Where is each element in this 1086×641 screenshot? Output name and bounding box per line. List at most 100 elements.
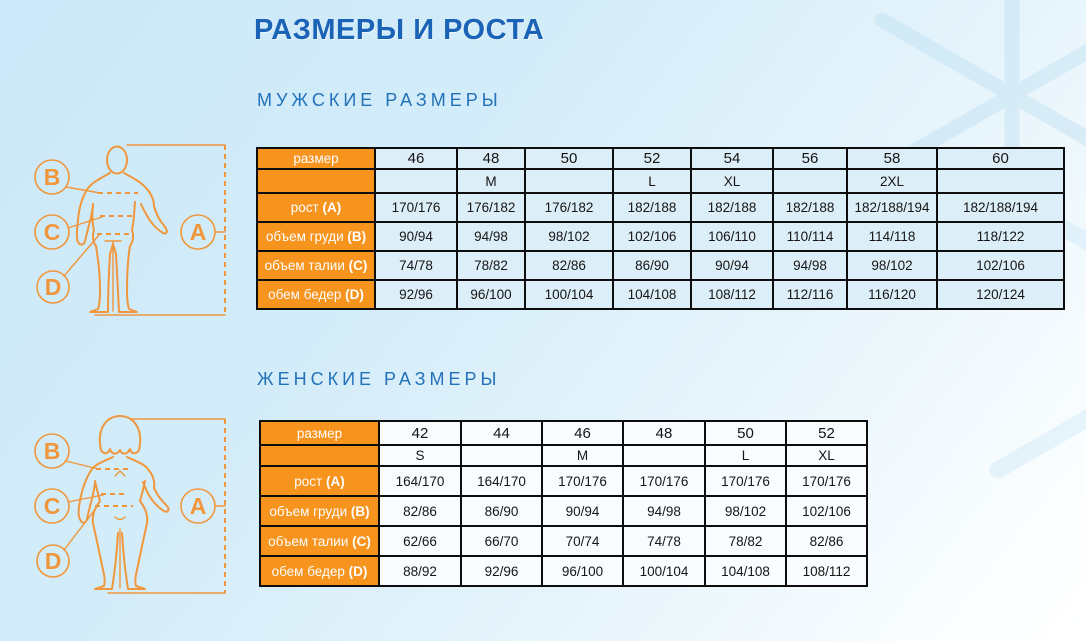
measure-value-cell: 112/116	[772, 279, 848, 310]
measure-value-cell: 170/176	[374, 192, 458, 223]
letter-size-cell: S	[378, 444, 462, 467]
measure-value-cell: 98/102	[524, 221, 614, 252]
waist-letter: C	[44, 493, 61, 519]
measure-value-cell: 182/188	[690, 192, 774, 223]
size-value-cell: 50	[704, 420, 787, 446]
letter-size-cell	[936, 168, 1065, 194]
chest-label-circle	[34, 159, 70, 195]
measure-value-cell: 90/94	[374, 221, 458, 252]
size-value-cell: 46	[541, 420, 624, 446]
measure-value-cell: 94/98	[622, 495, 706, 527]
female-left-torso-leg-outline	[91, 480, 119, 590]
measure-value-cell: 182/188/194	[846, 192, 938, 223]
female-hip-curve	[114, 516, 126, 521]
measure-value-cell: 82/86	[524, 250, 614, 281]
height-label-circle	[180, 488, 216, 524]
measure-value-cell: 116/120	[846, 279, 938, 310]
hip-letter: D	[45, 274, 62, 300]
measure-label-cell: рост (A)	[259, 465, 380, 497]
measure-value-cell: 62/66	[378, 525, 462, 557]
measure-value-cell: 182/188	[772, 192, 848, 223]
letter-size-cell	[622, 444, 706, 467]
measure-value-cell: 74/78	[622, 525, 706, 557]
men-section-heading: МУЖСКИЕ РАЗМЕРЫ	[257, 90, 502, 110]
measure-value-cell: 170/176	[622, 465, 706, 497]
women-size-table: размер 42 44 46 48 50 52 S M L XL рост (A) 164/170 16…	[259, 420, 868, 587]
size-value-cell: 50	[524, 147, 614, 170]
size-value-cell: 44	[460, 420, 543, 446]
measure-value-cell: 96/100	[456, 279, 526, 310]
measure-value-cell: 78/82	[704, 525, 787, 557]
measure-value-cell: 102/106	[936, 250, 1065, 281]
men-body-measurement-diagram: B C D A	[34, 144, 226, 316]
size-value-cell: 42	[378, 420, 462, 446]
letter-size-cell: XL	[690, 168, 774, 194]
letter-size-cell	[460, 444, 543, 467]
size-value-cell: 54	[690, 147, 774, 170]
measure-label-cell: объем талии (C)	[259, 525, 380, 557]
measure-value-cell: 108/112	[785, 555, 868, 587]
chest-letter: B	[44, 438, 61, 464]
chest-letter: B	[44, 164, 61, 190]
measure-label-cell: обем бедер (D)	[256, 279, 376, 310]
measure-value-cell: 90/94	[690, 250, 774, 281]
measure-value-cell: 176/182	[524, 192, 614, 223]
snowflake-icon	[989, 181, 1086, 479]
letter-size-cell: L	[704, 444, 787, 467]
size-value-cell: 52	[612, 147, 692, 170]
male-left-torso-leg-outline	[89, 203, 114, 313]
size-row-label: размер	[256, 147, 376, 170]
measure-value-cell: 182/188	[612, 192, 692, 223]
hip-label-circle	[36, 544, 70, 578]
measure-value-cell: 98/102	[846, 250, 938, 281]
female-right-torso-leg-outline	[121, 480, 149, 590]
measure-label-cell: объем талии (C)	[256, 250, 376, 281]
female-left-arm-outline	[77, 456, 114, 524]
measure-label-cell: рост (A)	[256, 192, 376, 223]
measure-value-cell: 114/118	[846, 221, 938, 252]
measure-value-cell: 94/98	[772, 250, 848, 281]
measure-label-cell: обем бедер (D)	[259, 555, 380, 587]
height-letter: A	[190, 493, 207, 519]
letter-size-cell: L	[612, 168, 692, 194]
measure-value-cell: 86/90	[460, 495, 543, 527]
chest-label-connector	[65, 186, 101, 194]
size-value-cell: 56	[772, 147, 848, 170]
measure-label-cell: объем груди (B)	[256, 221, 376, 252]
measure-value-cell: 104/108	[612, 279, 692, 310]
hip-label-connector	[63, 506, 98, 551]
letter-size-cell: 2XL	[846, 168, 938, 194]
letter-size-cell: M	[456, 168, 526, 194]
measure-value-cell: 170/176	[704, 465, 787, 497]
measure-value-cell: 98/102	[704, 495, 787, 527]
measure-value-cell: 96/100	[541, 555, 624, 587]
chest-label-circle	[34, 433, 70, 469]
letter-size-cell	[524, 168, 614, 194]
size-value-cell: 48	[622, 420, 706, 446]
waist-label-circle	[34, 488, 70, 524]
measure-value-cell: 88/92	[378, 555, 462, 587]
women-section-heading: ЖЕНСКИЕ РАЗМЕРЫ	[257, 369, 501, 389]
measure-value-cell: 118/122	[936, 221, 1065, 252]
height-label-circle	[180, 214, 216, 250]
measure-value-cell: 102/106	[785, 495, 868, 527]
letter-size-cell: XL	[785, 444, 868, 467]
waist-label-circle	[34, 214, 70, 250]
measure-value-cell: 170/176	[785, 465, 868, 497]
letter-size-cell	[374, 168, 458, 194]
measure-value-cell: 78/82	[456, 250, 526, 281]
male-left-arm-outline	[75, 172, 111, 246]
measure-value-cell: 106/110	[690, 221, 774, 252]
female-right-arm-outline	[126, 456, 170, 513]
size-value-cell: 52	[785, 420, 868, 446]
male-right-arm-outline	[123, 172, 168, 235]
page-title: РАЗМЕРЫ И РОСТА	[254, 14, 545, 46]
height-letter: A	[190, 219, 207, 245]
measure-value-cell: 90/94	[541, 495, 624, 527]
male-right-torso-leg-outline	[112, 201, 138, 313]
letter-row-label	[259, 444, 380, 467]
measure-label-cell: объем груди (B)	[259, 495, 380, 527]
measure-value-cell: 92/96	[374, 279, 458, 310]
letter-row-label	[256, 168, 376, 194]
measure-value-cell: 82/86	[378, 495, 462, 527]
